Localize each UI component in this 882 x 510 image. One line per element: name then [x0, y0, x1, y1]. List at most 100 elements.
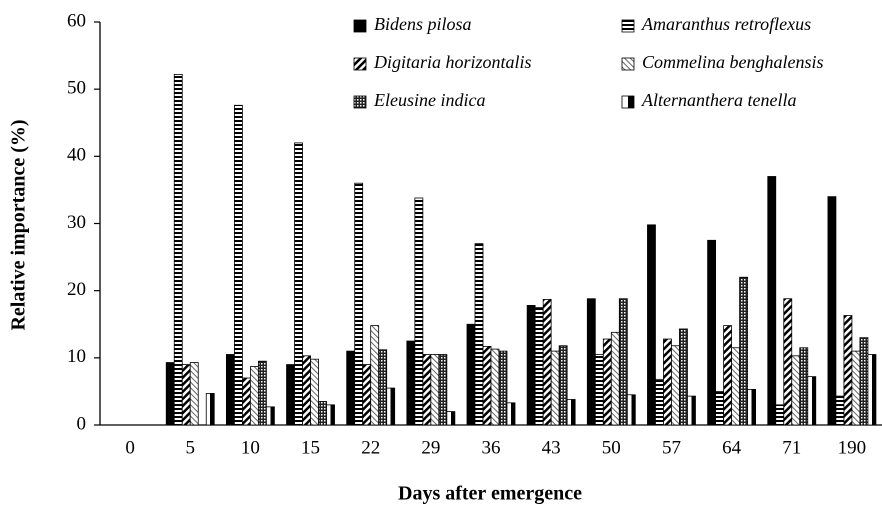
bar: [647, 224, 656, 426]
bar: [671, 345, 680, 426]
bar: [550, 350, 560, 426]
bar: [490, 348, 500, 426]
bar: [851, 350, 861, 426]
x-tick-label: 22: [361, 437, 380, 458]
y-tick-label: 40: [67, 145, 86, 166]
bar: [707, 239, 717, 426]
bar: [165, 362, 175, 426]
bar: [482, 346, 492, 426]
legend-label: Alternanthera tenella: [641, 90, 796, 110]
bar: [446, 411, 456, 426]
bar: [663, 338, 672, 426]
bar: [326, 404, 335, 426]
bar: [257, 360, 267, 426]
x-tick-label: 10: [241, 437, 260, 458]
x-tick-label: 50: [602, 437, 621, 458]
legend-swatch: [353, 57, 367, 71]
bar: [302, 355, 311, 426]
x-tick-label: 5: [185, 437, 195, 458]
bar: [731, 347, 741, 426]
legend-swatch: [621, 57, 635, 71]
legend-swatch: [353, 19, 367, 33]
bar: [430, 354, 440, 426]
bar: [687, 395, 696, 426]
x-tick-label: 43: [542, 437, 561, 458]
bar: [241, 377, 251, 426]
x-tick-label: 15: [301, 437, 320, 458]
bar: [534, 307, 544, 426]
bar: [386, 387, 396, 426]
bar: [286, 364, 295, 426]
y-tick-label: 50: [67, 78, 86, 99]
y-tick-label: 30: [67, 212, 86, 233]
bar: [181, 364, 191, 426]
x-tick-label: 36: [482, 437, 501, 458]
bar: [310, 358, 319, 426]
bar: [626, 394, 636, 426]
bar: [807, 376, 817, 426]
x-tick-label: 57: [662, 437, 681, 458]
bar: [655, 378, 664, 426]
bar: [249, 366, 259, 426]
bar: [265, 406, 275, 426]
bar: [679, 328, 688, 426]
bar: [474, 243, 484, 426]
bar: [791, 355, 801, 426]
y-tick-label: 0: [77, 413, 87, 434]
bar: [378, 349, 388, 426]
legend-swatch: [353, 95, 367, 109]
bar: [715, 391, 725, 426]
bar: [618, 298, 628, 426]
bar: [558, 345, 568, 426]
bar: [414, 197, 424, 426]
bar: [775, 404, 785, 426]
legend-label: Bidens pilosa: [374, 14, 472, 34]
bar: [859, 337, 869, 426]
bar: [422, 354, 432, 426]
bar: [594, 354, 604, 426]
bar: [586, 298, 596, 426]
x-tick-label: 64: [722, 437, 742, 458]
bar: [566, 399, 576, 426]
legend-label: Eleusine indica: [373, 90, 485, 110]
bar: [739, 276, 749, 426]
bar: [506, 402, 516, 426]
bar: [610, 331, 620, 426]
y-tick-label: 20: [67, 279, 86, 300]
bar: [867, 354, 877, 426]
bar: [747, 389, 757, 426]
legend-label: Amaranthus retroflexus: [641, 14, 811, 34]
bar: [827, 196, 837, 426]
y-tick-label: 10: [67, 346, 86, 367]
bar: [233, 104, 243, 426]
y-tick-label: 60: [67, 10, 86, 31]
bar: [225, 354, 235, 426]
bar: [205, 393, 215, 426]
x-tick-label: 29: [421, 437, 440, 458]
bar: [318, 401, 327, 426]
legend-label: Commelina benghalensis: [642, 52, 824, 72]
bar: [189, 362, 199, 426]
legend-label: Digitaria horizontalis: [373, 52, 532, 72]
bar: [843, 315, 853, 426]
x-tick-label: 71: [782, 437, 801, 458]
x-tick-label: 190: [838, 437, 867, 458]
x-axis-label: Days after emergence: [398, 483, 582, 505]
y-axis-label: Relative importance (%): [8, 119, 30, 330]
bar: [835, 395, 845, 426]
bar: [438, 354, 448, 426]
bar: [723, 325, 733, 426]
x-tick-label: 0: [125, 437, 135, 458]
bar: [542, 298, 552, 426]
bar: [466, 323, 476, 426]
bar: [799, 347, 809, 426]
bar: [173, 73, 183, 426]
bar: [370, 325, 380, 426]
bar: [406, 340, 416, 426]
bar: [526, 305, 536, 426]
bar: [783, 298, 793, 426]
bar: [354, 182, 364, 426]
bar: [362, 364, 372, 426]
